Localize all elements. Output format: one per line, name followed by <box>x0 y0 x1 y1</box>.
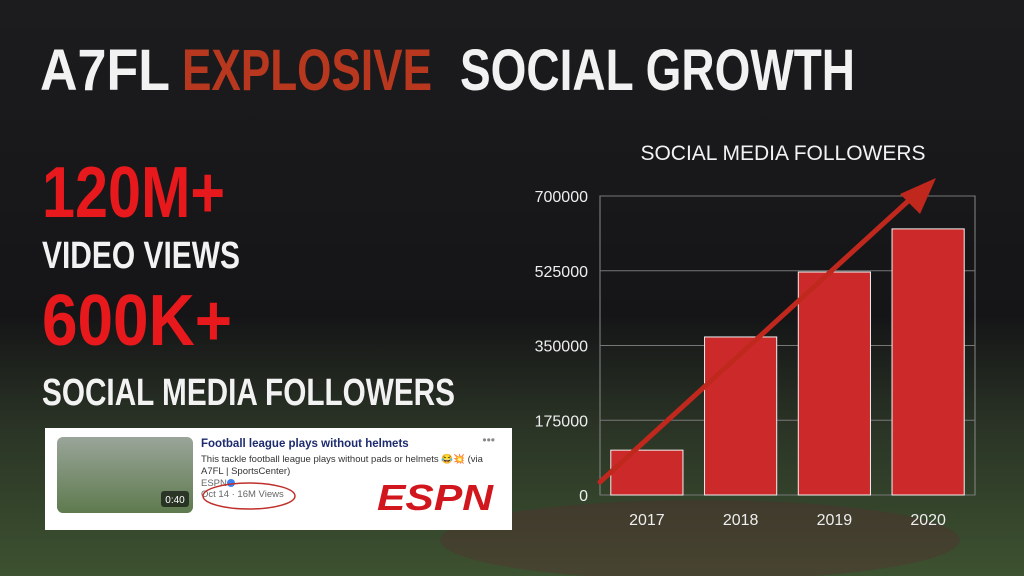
thumbnail[interactable] <box>57 437 193 513</box>
x-tick-label: 2019 <box>817 512 853 529</box>
video-card: 0:40 Football league plays without helme… <box>45 428 512 530</box>
stat-number: 120M+ <box>42 153 225 233</box>
video-title[interactable]: Football league plays without helmets <box>201 438 409 450</box>
x-tick-label: 2017 <box>629 512 665 529</box>
chart-title: SOCIAL MEDIA FOLLOWERS <box>640 142 925 165</box>
duration: 0:40 <box>165 495 185 506</box>
slide-title: A7FL EXPLOSIVE SOCIAL GROWTH <box>40 38 855 103</box>
y-tick-label: 350000 <box>535 339 588 356</box>
bar <box>891 228 965 496</box>
more-menu[interactable]: ••• <box>482 433 495 447</box>
title-part: EXPLOSIVE <box>182 38 432 103</box>
highlight-circle <box>202 482 296 510</box>
arrow-head <box>900 178 936 214</box>
video-source: ESPN <box>201 478 227 489</box>
bar <box>797 271 871 496</box>
y-tick-label: 700000 <box>535 189 588 206</box>
espn-logo: ESPN <box>377 477 494 518</box>
chart: SOCIAL MEDIA FOLLOWERS 0 175000 350000 5250… <box>535 142 976 529</box>
stat-label: VIDEO VIEWS <box>42 235 240 277</box>
stat-label: SOCIAL MEDIA FOLLOWERS <box>42 372 455 414</box>
bar <box>704 336 778 496</box>
stat-number: 600K+ <box>42 281 232 361</box>
video-meta: Oct 14 · 16M Views <box>201 489 284 500</box>
field-logo <box>440 500 960 576</box>
x-tick-label: 2018 <box>723 512 759 529</box>
title-part: SOCIAL GROWTH <box>460 38 855 103</box>
video-description: A7FL | SportsCenter) <box>201 466 290 477</box>
arrow-shaft <box>597 189 921 485</box>
title-part: A7FL <box>40 38 170 103</box>
y-tick-label: 525000 <box>535 264 588 281</box>
x-tick-label: 2020 <box>910 512 946 529</box>
video-description: This tackle football league plays withou… <box>201 453 484 465</box>
y-tick-label: 175000 <box>535 413 588 430</box>
bar <box>610 449 684 496</box>
trend-arrow <box>597 178 936 485</box>
y-tick-label: 0 <box>579 488 588 505</box>
duration-badge <box>161 491 189 507</box>
